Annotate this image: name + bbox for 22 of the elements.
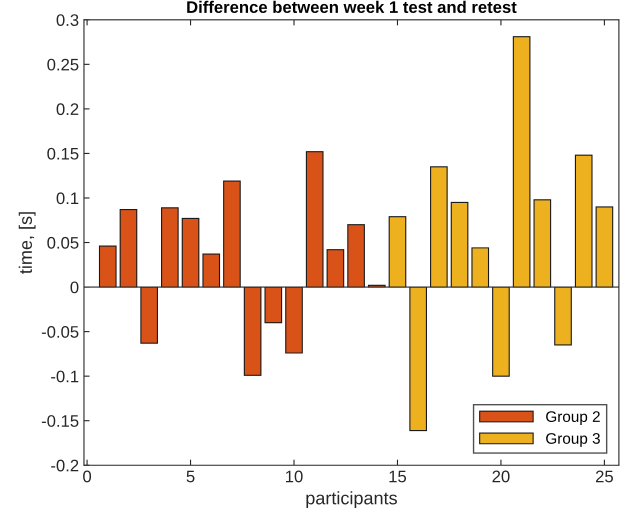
y-tick-label: -0.1 [51, 370, 78, 382]
y-tick-label: -0.05 [42, 326, 78, 338]
legend-label: Group 2 [546, 411, 600, 426]
y-tick-label: -0.2 [51, 460, 78, 472]
y-tick-label: 0.2 [56, 103, 78, 116]
x-axis-title: participants [306, 491, 397, 508]
y-tick-label: -0.15 [42, 415, 78, 427]
y-tick-label: 0.25 [47, 58, 78, 71]
y-tick-label: 0.3 [56, 14, 78, 26]
y-axis-title: time, [s] [18, 212, 36, 274]
x-tick-label: 25 [596, 470, 613, 482]
y-tick-label: 0.1 [56, 192, 78, 204]
y-tick-label: 0.15 [47, 148, 78, 160]
x-tick-label: 20 [492, 470, 510, 482]
x-tick-label: 5 [186, 470, 194, 482]
x-tick-label: 15 [389, 470, 406, 482]
legend-label: Group 3 [546, 433, 600, 447]
y-tick-label: 0 [70, 281, 78, 294]
x-tick-label: 10 [286, 470, 303, 482]
x-tick-label: 0 [83, 470, 92, 482]
y-tick-label: 0.05 [47, 236, 78, 249]
chart-title: Difference between week 1 test and retest [187, 0, 517, 14]
